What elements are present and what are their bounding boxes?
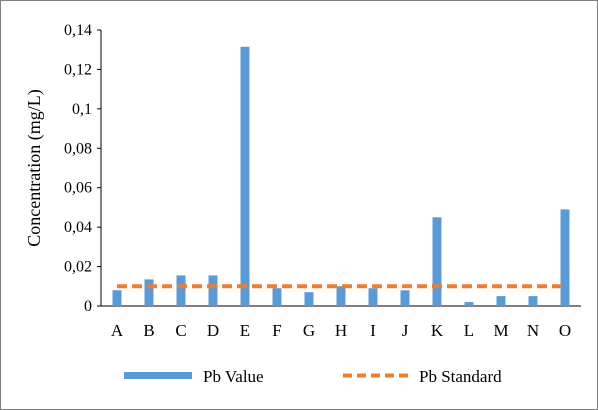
legend: Pb Value Pb Standard [124,367,502,386]
bar-f [272,288,282,306]
y-tick-label: 0,06 [64,180,92,197]
x-tick-label: G [303,321,315,340]
y-axis-title: Concentration (mg/L) [24,89,45,246]
y-tick-label: 0,1 [72,101,92,118]
bar-j [400,290,410,306]
x-tick-label: H [335,321,347,340]
x-tick-label: D [207,321,219,340]
y-tick-label: 0,08 [64,140,92,157]
bar-k [432,217,442,306]
x-tick-label: F [272,321,281,340]
bar-e [240,46,250,306]
x-tick-label: M [493,321,508,340]
bar-n [528,296,538,306]
y-tick-label: 0,04 [64,219,92,236]
y-axis [97,29,102,307]
bars-series [112,46,570,306]
legend-label-pb-standard: Pb Standard [419,367,502,386]
x-tick-label: K [431,321,444,340]
bar-g [304,292,314,306]
y-tick-labels: 0 0,02 0,04 0,06 0,08 0,1 0,12 0,14 [64,22,92,315]
x-tick-label: B [143,321,154,340]
y-tick-label: 0 [84,298,92,315]
bar-m [496,296,506,306]
bar-h [336,286,346,306]
bar-b [144,279,154,306]
y-tick-label: 0,14 [64,22,92,39]
x-tick-label: L [464,321,474,340]
bar-l [464,302,474,306]
x-tick-label: E [240,321,250,340]
x-tick-label: J [402,321,409,340]
x-tick-label: I [370,321,376,340]
y-tick-label: 0,02 [64,259,92,276]
bar-i [368,288,378,306]
bar-d [208,275,218,306]
legend-swatch-pb-value [124,372,192,379]
x-tick-label: O [559,321,571,340]
x-tick-label: N [527,321,539,340]
bar-a [112,290,122,306]
x-tick-label: A [111,321,124,340]
y-tick-label: 0,12 [64,61,92,78]
legend-label-pb-value: Pb Value [203,367,264,386]
x-tick-label: C [175,321,186,340]
bar-c [176,275,186,306]
bar-o [560,209,570,306]
